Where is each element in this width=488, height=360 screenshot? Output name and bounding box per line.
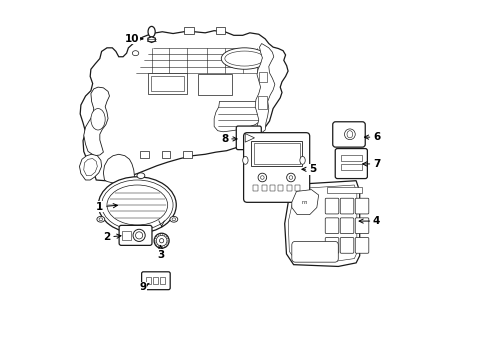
Text: 2: 2 [103, 232, 121, 242]
FancyBboxPatch shape [291, 242, 338, 262]
Text: 7: 7 [362, 159, 380, 169]
Ellipse shape [91, 109, 105, 130]
FancyBboxPatch shape [332, 122, 365, 147]
Text: 4: 4 [358, 216, 380, 226]
Ellipse shape [286, 173, 295, 182]
Polygon shape [254, 44, 274, 134]
Bar [286, 185, 291, 191]
Bar [253, 143, 299, 164]
Bar [162, 152, 170, 158]
Bar [183, 152, 191, 158]
Ellipse shape [224, 51, 264, 66]
Bar [258, 72, 266, 82]
FancyBboxPatch shape [119, 225, 152, 246]
FancyBboxPatch shape [340, 218, 353, 234]
Ellipse shape [262, 56, 268, 61]
Ellipse shape [242, 157, 247, 164]
FancyBboxPatch shape [340, 198, 353, 214]
Ellipse shape [169, 216, 178, 222]
Polygon shape [80, 31, 287, 181]
Polygon shape [83, 87, 109, 156]
Ellipse shape [97, 216, 104, 222]
Polygon shape [83, 158, 97, 176]
Polygon shape [80, 154, 102, 180]
FancyBboxPatch shape [325, 198, 338, 214]
Ellipse shape [148, 26, 155, 37]
Text: 5: 5 [301, 164, 315, 174]
Bar [216, 27, 224, 33]
Polygon shape [147, 37, 155, 42]
Ellipse shape [258, 173, 266, 182]
Ellipse shape [102, 180, 173, 230]
Ellipse shape [260, 176, 264, 179]
Bar [251, 141, 301, 166]
FancyBboxPatch shape [243, 133, 309, 202]
Text: nn: nn [301, 201, 307, 205]
Ellipse shape [132, 51, 139, 56]
Text: 9: 9 [139, 282, 149, 292]
FancyBboxPatch shape [236, 126, 261, 150]
FancyBboxPatch shape [142, 272, 170, 290]
Bar [152, 277, 157, 284]
Ellipse shape [98, 177, 176, 233]
Text: 1: 1 [96, 202, 117, 212]
Bar [198, 74, 231, 95]
FancyBboxPatch shape [354, 238, 368, 253]
Polygon shape [214, 102, 264, 132]
Bar [261, 185, 266, 191]
Ellipse shape [172, 218, 175, 221]
FancyBboxPatch shape [354, 198, 368, 214]
Bar [340, 155, 361, 161]
Text: 3: 3 [157, 246, 164, 260]
Bar [160, 277, 164, 284]
Bar [278, 185, 283, 191]
Ellipse shape [288, 176, 292, 179]
FancyBboxPatch shape [325, 238, 338, 253]
Ellipse shape [99, 218, 102, 221]
Ellipse shape [346, 131, 352, 138]
Ellipse shape [299, 157, 305, 164]
Ellipse shape [156, 235, 166, 246]
Ellipse shape [344, 129, 354, 140]
Ellipse shape [137, 173, 144, 179]
Bar [294, 185, 299, 191]
Ellipse shape [159, 239, 163, 243]
Bar [148, 73, 187, 94]
FancyBboxPatch shape [335, 149, 366, 179]
Bar [145, 277, 150, 284]
Ellipse shape [133, 229, 145, 242]
Bar [151, 76, 184, 91]
Bar [258, 96, 266, 109]
Bar [269, 185, 274, 191]
Text: 8: 8 [221, 134, 237, 144]
FancyBboxPatch shape [354, 218, 368, 234]
Bar [122, 231, 131, 240]
Text: 10: 10 [124, 34, 142, 44]
Bar [183, 27, 193, 34]
Ellipse shape [221, 48, 267, 69]
FancyBboxPatch shape [340, 238, 353, 253]
Polygon shape [103, 154, 134, 184]
Polygon shape [284, 181, 359, 266]
Ellipse shape [135, 232, 142, 239]
Bar [340, 163, 361, 170]
Text: 6: 6 [364, 132, 380, 142]
Ellipse shape [154, 233, 169, 248]
Bar [140, 152, 148, 158]
Polygon shape [291, 190, 318, 215]
Ellipse shape [107, 185, 167, 225]
Bar [253, 185, 258, 191]
Bar [326, 187, 362, 193]
FancyBboxPatch shape [325, 218, 338, 234]
